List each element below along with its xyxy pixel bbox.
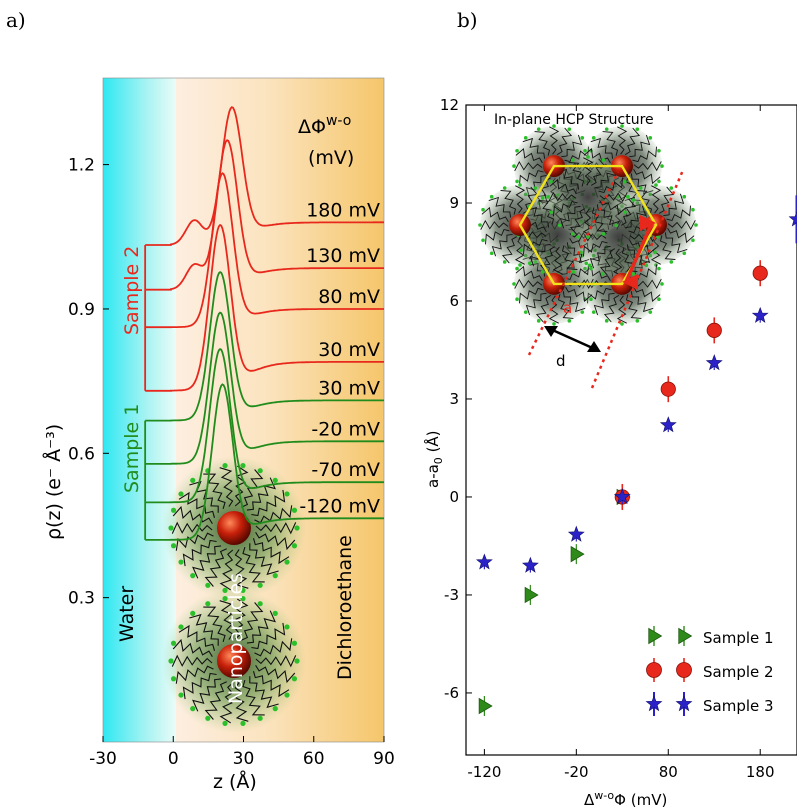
axis-ticks-b: -120 -20 80 180 -6 -3 0 3 6 9 12 (440, 96, 775, 781)
sample-2-label: Sample 2 (121, 246, 143, 335)
panel-label-b: b) (457, 8, 478, 32)
density-curve (145, 311, 384, 465)
legend-marker-sample-3 (645, 695, 663, 712)
inset-title: In-plane HCP Structure (494, 112, 654, 128)
point-sample-3 (788, 210, 797, 227)
density-curve (145, 270, 384, 422)
density-curve (145, 106, 384, 246)
legend-unit: (mV) (308, 147, 354, 169)
water-region (103, 78, 176, 742)
density-curve (145, 172, 384, 329)
density-curve (145, 383, 384, 541)
y-tick-label-b: 12 (440, 96, 459, 114)
x-tick-label-a: 60 (303, 749, 325, 769)
double-arrow-icon (547, 326, 598, 352)
nanoparticle-illustrations (162, 456, 306, 733)
x-tick-label-b: 180 (746, 763, 775, 781)
panel-b-lattice-scatter: -120 -20 80 180 -6 -3 0 3 6 9 12 In-plane HCP Stru… (423, 96, 797, 809)
y-tick-label-b: 3 (449, 390, 459, 408)
y-axis-label-b: a-a0 (Å) (423, 430, 445, 488)
legend-marker-sample-2 (646, 662, 662, 678)
x-tick-label-a: 30 (233, 749, 255, 769)
x-axis-label-a: z (Å) (213, 770, 257, 793)
density-curves: 180 mV 130 mV 80 mV 30 mV 30 mV -20 mV -70 mV -… (144, 106, 384, 541)
legend-title: ΔΦw-o (298, 113, 351, 138)
legend-marker-sample-2 (676, 662, 692, 678)
y-tick-label-b: 9 (449, 194, 459, 212)
y-tick-label-b: 6 (449, 292, 459, 310)
curve-label: -70 mV (311, 459, 380, 481)
y-tick-label-a: 0.3 (68, 589, 95, 609)
x-axis-label-b: Δw-oΦ (mV) (584, 789, 667, 809)
x-tick-label-b: 80 (659, 763, 678, 781)
sample-1-label: Sample 1 (121, 404, 143, 493)
point-sample-1 (524, 586, 539, 604)
legend-marker-sample-1 (648, 627, 663, 645)
curve-label: 30 mV (318, 377, 380, 399)
legend-entry-sample-1: Sample 1 (703, 629, 774, 647)
point-sample-3 (659, 416, 677, 433)
point-sample-3 (751, 306, 769, 323)
panel-label-a: a) (6, 8, 26, 32)
nanoparticle-icon (162, 589, 306, 733)
y-tick-label-b: 0 (449, 488, 459, 506)
point-sample-3 (613, 488, 631, 505)
y-tick-label-b: -3 (444, 586, 459, 604)
point-sample-3 (475, 553, 493, 570)
double-arrow-icon (624, 222, 654, 283)
y-tick-label-a: 0.9 (68, 300, 95, 320)
hcp-lattice-icon (478, 124, 698, 389)
dichloroethane-label: Dichloroethane (334, 535, 356, 680)
x-tick-label-a: -30 (89, 749, 117, 769)
curve-label: -20 mV (311, 418, 380, 440)
point-sample-2 (706, 322, 722, 338)
nanoparticles-label: Nanoparticles (225, 573, 247, 704)
nanoparticle-icon (162, 456, 306, 600)
density-curve (145, 223, 384, 392)
point-sample-2 (660, 381, 676, 397)
curve-label: 30 mV (318, 339, 380, 361)
scatter-points (475, 195, 797, 717)
legend-marker-sample-3 (675, 695, 693, 712)
density-curve (145, 347, 384, 504)
y-tick-label-b: -6 (444, 684, 459, 702)
legend-b: Sample 1 Sample 2 Sample 3 (645, 626, 774, 716)
x-tick-label-a: 90 (373, 749, 395, 769)
y-tick-label-a: 1.2 (68, 156, 95, 176)
curve-label: -120 mV (299, 495, 380, 517)
legend-entry-sample-3: Sample 3 (703, 697, 774, 715)
x-tick-label-b: -20 (564, 763, 589, 781)
legend-entry-sample-2: Sample 2 (703, 663, 774, 681)
curve-label: 80 mV (318, 286, 380, 308)
water-label: Water (116, 586, 138, 642)
point-sample-1 (478, 697, 493, 715)
curve-label: 180 mV (306, 199, 380, 221)
y-axis-label-a: ρ(z) (e⁻ Å⁻³) (42, 424, 65, 540)
point-sample-2 (752, 265, 768, 281)
inset-label-d: d (556, 352, 566, 370)
inset-label-a: a (563, 299, 572, 317)
density-curve (145, 139, 384, 291)
axis-ticks-a: -30 0 30 60 90 0.3 0.6 0.9 1.2 (68, 156, 395, 769)
point-sample-3 (521, 556, 539, 573)
point-sample-1 (570, 545, 585, 563)
x-tick-label-b: -120 (467, 763, 501, 781)
x-tick-label-a: 0 (168, 749, 179, 769)
curve-label: 130 mV (306, 245, 380, 267)
point-sample-3 (567, 525, 585, 542)
y-tick-label-a: 0.6 (68, 444, 95, 464)
point-sample-3 (705, 354, 723, 371)
legend-marker-sample-1 (678, 627, 693, 645)
